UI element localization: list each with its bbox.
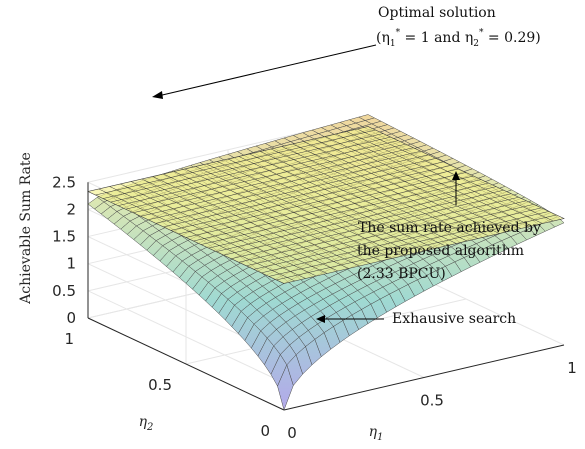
plane-line-eta1-21 <box>314 138 511 232</box>
plane-line-eta1-24 <box>346 131 543 224</box>
plane-line-eta2-18 <box>148 154 429 221</box>
x-axis-label-eta: η <box>369 424 378 440</box>
z-tick-label-2: 1 <box>66 255 76 273</box>
optimal-arrow <box>157 44 377 97</box>
plane-line-eta2-24 <box>103 133 384 199</box>
surface-cell-0-0 <box>277 364 294 411</box>
optimal-annotation: Optimal solution (η1* = 1 and η2* = 0.29… <box>152 5 541 99</box>
z-tick-label-3: 1.5 <box>52 228 76 246</box>
proposed-arrowhead <box>452 171 460 180</box>
plane-line-eta2-16 <box>163 161 444 228</box>
exhaustive-annotation: Exhausive search <box>316 311 516 327</box>
y-tick-label-0: 0 <box>260 422 270 440</box>
x-axis-line <box>283 344 565 411</box>
x-tick-label-1: 0.5 <box>420 392 444 410</box>
plane-line-eta2-20 <box>133 147 414 213</box>
exhaustive-arrowhead <box>316 315 325 323</box>
plane-line-eta2-17 <box>155 158 436 224</box>
plane-line-eta2-13 <box>185 172 467 238</box>
plane-line-eta1-17 <box>270 148 468 242</box>
plane-line-eta2-15 <box>170 165 451 231</box>
y-axis-line <box>87 317 285 411</box>
y-tick-label-2: 1 <box>64 330 74 348</box>
plane-line-eta1-18 <box>281 146 478 239</box>
plane-line-eta1-20 <box>303 141 500 234</box>
optimal-line1: Optimal solution <box>378 5 496 21</box>
plane-line-eta2-14 <box>178 168 459 235</box>
optimal-arrowhead <box>152 91 163 99</box>
exhaustive-label: Exhausive search <box>392 311 516 327</box>
proposed-line1: The sum rate achieved by <box>358 220 541 236</box>
plane-line-eta2-19 <box>140 151 421 217</box>
z-tick-label-4: 2 <box>66 200 76 218</box>
optimal-line2: (η1* = 1 and η2* = 0.29) <box>376 28 541 49</box>
plane-line-eta2-22 <box>118 140 399 206</box>
plane-line-eta2-23 <box>110 136 391 203</box>
z-tick-label-1: 0.5 <box>52 282 76 300</box>
tick-labels: 0 0.5 1 1.5 2 2.5 0 0.5 1 0 0.5 1 <box>52 173 577 442</box>
y-axis-label: η2 <box>139 414 154 433</box>
x-tick-label-0: 0 <box>287 424 297 442</box>
x-axis-label-sub: 1 <box>377 432 383 443</box>
z-axis-label: Achievable Sum Rate <box>18 152 34 305</box>
plane-line-eta1-22 <box>324 136 522 229</box>
plane-line-eta1-15 <box>249 153 446 247</box>
plane-line-eta2-25 <box>95 129 376 196</box>
proposed-algorithm-plane <box>87 126 565 284</box>
y-tick-label-1: 0.5 <box>148 376 172 394</box>
axes <box>87 182 565 411</box>
proposed-line2: the proposed algorithm <box>357 243 524 259</box>
plane-line-eta1-14 <box>238 156 435 249</box>
x-tick-label-2: 1 <box>567 359 577 377</box>
plane-line-eta1-23 <box>335 133 532 227</box>
y-axis-label-sub: 2 <box>146 422 153 433</box>
proposed-line3: (2.33 BPCU) <box>357 266 446 282</box>
proposed-annotation: The sum rate achieved by the proposed al… <box>357 171 541 282</box>
plane-line-eta1-16 <box>260 151 457 244</box>
y-axis-label-eta: η <box>139 414 148 430</box>
plane-line-eta2-21 <box>125 143 406 210</box>
z-tick-label-5: 2.5 <box>52 173 76 191</box>
z-tick-label-0: 0 <box>66 309 76 327</box>
x-axis-label: η1 <box>369 424 384 443</box>
plane-line-eta1-19 <box>292 143 489 237</box>
